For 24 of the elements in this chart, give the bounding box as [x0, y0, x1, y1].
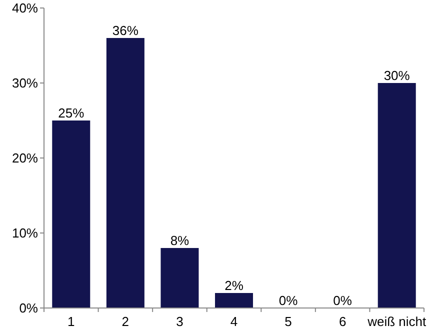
- data-label: 0%: [333, 293, 352, 308]
- data-label: 0%: [278, 293, 298, 308]
- x-tick-label: 4: [230, 314, 238, 329]
- x-tick-label: 6: [338, 314, 346, 329]
- data-label: 36%: [112, 23, 139, 38]
- x-tick-label: 3: [176, 314, 184, 329]
- bar: [106, 38, 144, 308]
- bar: [52, 120, 90, 308]
- data-label: 2%: [224, 278, 244, 293]
- x-tick-label: weiß nicht: [366, 314, 426, 329]
- x-tick-label: 5: [284, 314, 292, 329]
- bar: [160, 248, 199, 308]
- data-label: 25%: [58, 106, 85, 120]
- data-label: 8%: [170, 233, 190, 248]
- y-tick-label: 40%: [12, 0, 38, 16]
- y-tick-label: 0%: [19, 300, 38, 316]
- x-tick-label: 1: [68, 314, 75, 329]
- bar: [215, 293, 253, 308]
- bar: [378, 83, 416, 308]
- data-label: 30%: [384, 68, 410, 83]
- y-tick-label: 10%: [12, 226, 38, 241]
- y-tick-label: 20%: [12, 150, 38, 166]
- x-tick-label: 2: [122, 314, 130, 329]
- y-tick-label: 30%: [12, 76, 38, 91]
